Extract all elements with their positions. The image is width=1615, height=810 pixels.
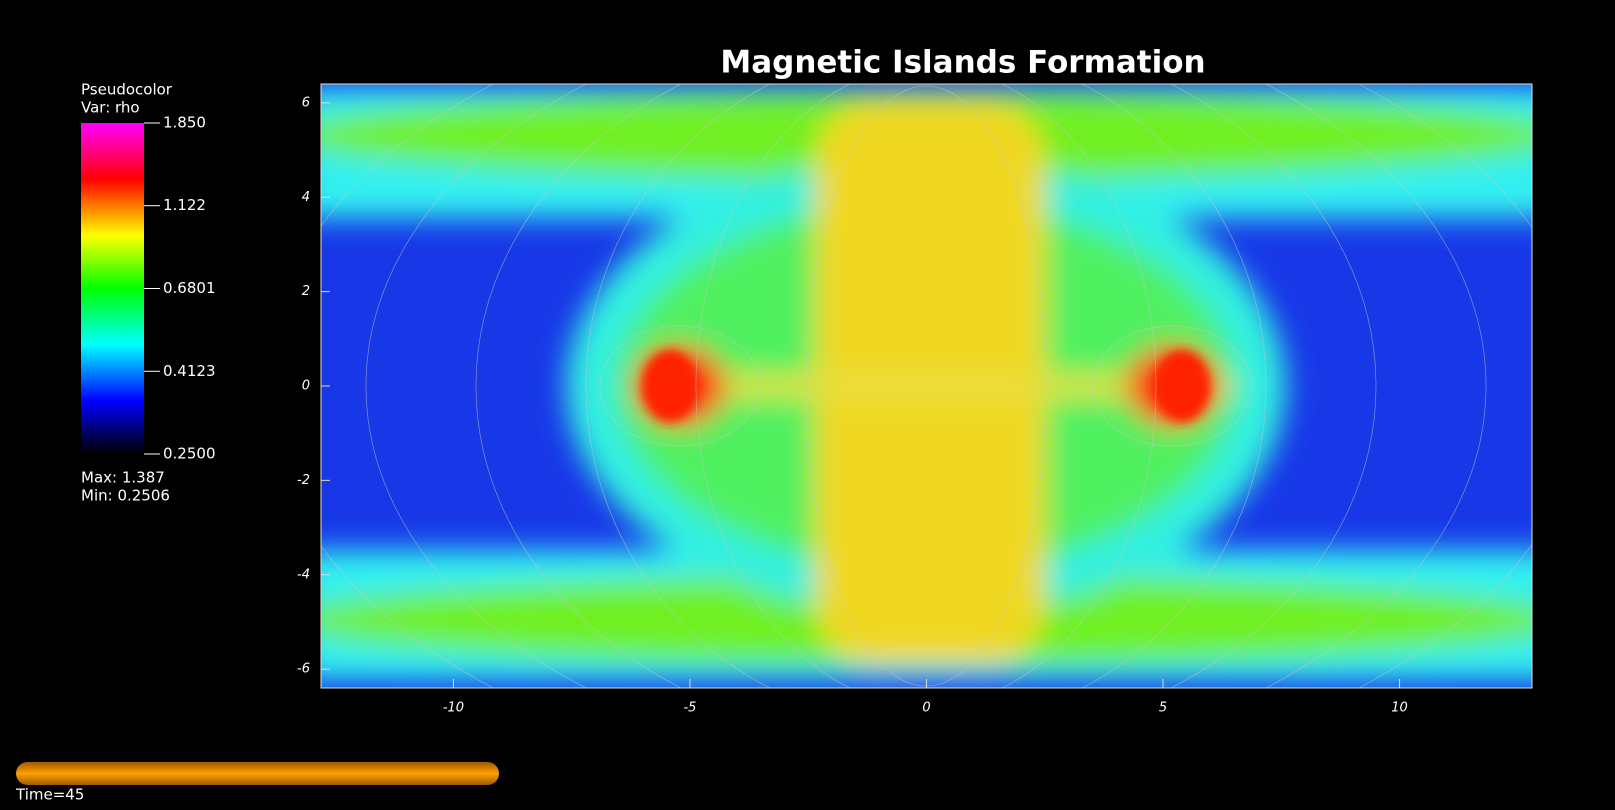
time-slider [16, 762, 499, 785]
colorbar-tick-label: 1.122 [163, 196, 206, 214]
legend-min: Min: 0.2506 [81, 487, 170, 505]
x-tick-label: -10 [443, 701, 464, 716]
axes: -10 -5 0 5 10 -6 -4 -2 0 2 4 6 [297, 95, 1408, 715]
x-tick-label: -5 [683, 701, 696, 716]
y-tick-label: 2 [302, 284, 310, 299]
legend-title: Pseudocolor [81, 81, 173, 99]
y-tick-label: 0 [302, 379, 310, 394]
colorbar-ticks: 1.850 1.122 0.6801 0.4123 0.2500 [144, 114, 216, 463]
legend-variable: Var: rho [81, 99, 140, 117]
chart-title: Magnetic Islands Formation [720, 45, 1205, 81]
colorbar-tick-label: 1.850 [163, 114, 206, 132]
x-tick-label: 5 [1159, 701, 1167, 716]
pseudocolor-field [321, 84, 1532, 688]
y-tick-label: -6 [297, 662, 310, 677]
y-tick-label: -2 [297, 473, 310, 488]
colorbar-tick-label: 0.6801 [163, 279, 216, 297]
x-tick-label: 10 [1391, 701, 1408, 716]
time-label: Time=45 [15, 786, 84, 804]
colorbar-tick-label: 0.4123 [163, 362, 216, 380]
y-tick-label: 4 [302, 190, 310, 205]
legend-max: Max: 1.387 [81, 469, 165, 487]
colorbar [81, 123, 144, 454]
y-tick-label: 6 [302, 95, 310, 110]
y-tick-label: -4 [297, 567, 310, 582]
colorbar-tick-label: 0.2500 [163, 445, 216, 463]
x-tick-label: 0 [922, 701, 930, 716]
